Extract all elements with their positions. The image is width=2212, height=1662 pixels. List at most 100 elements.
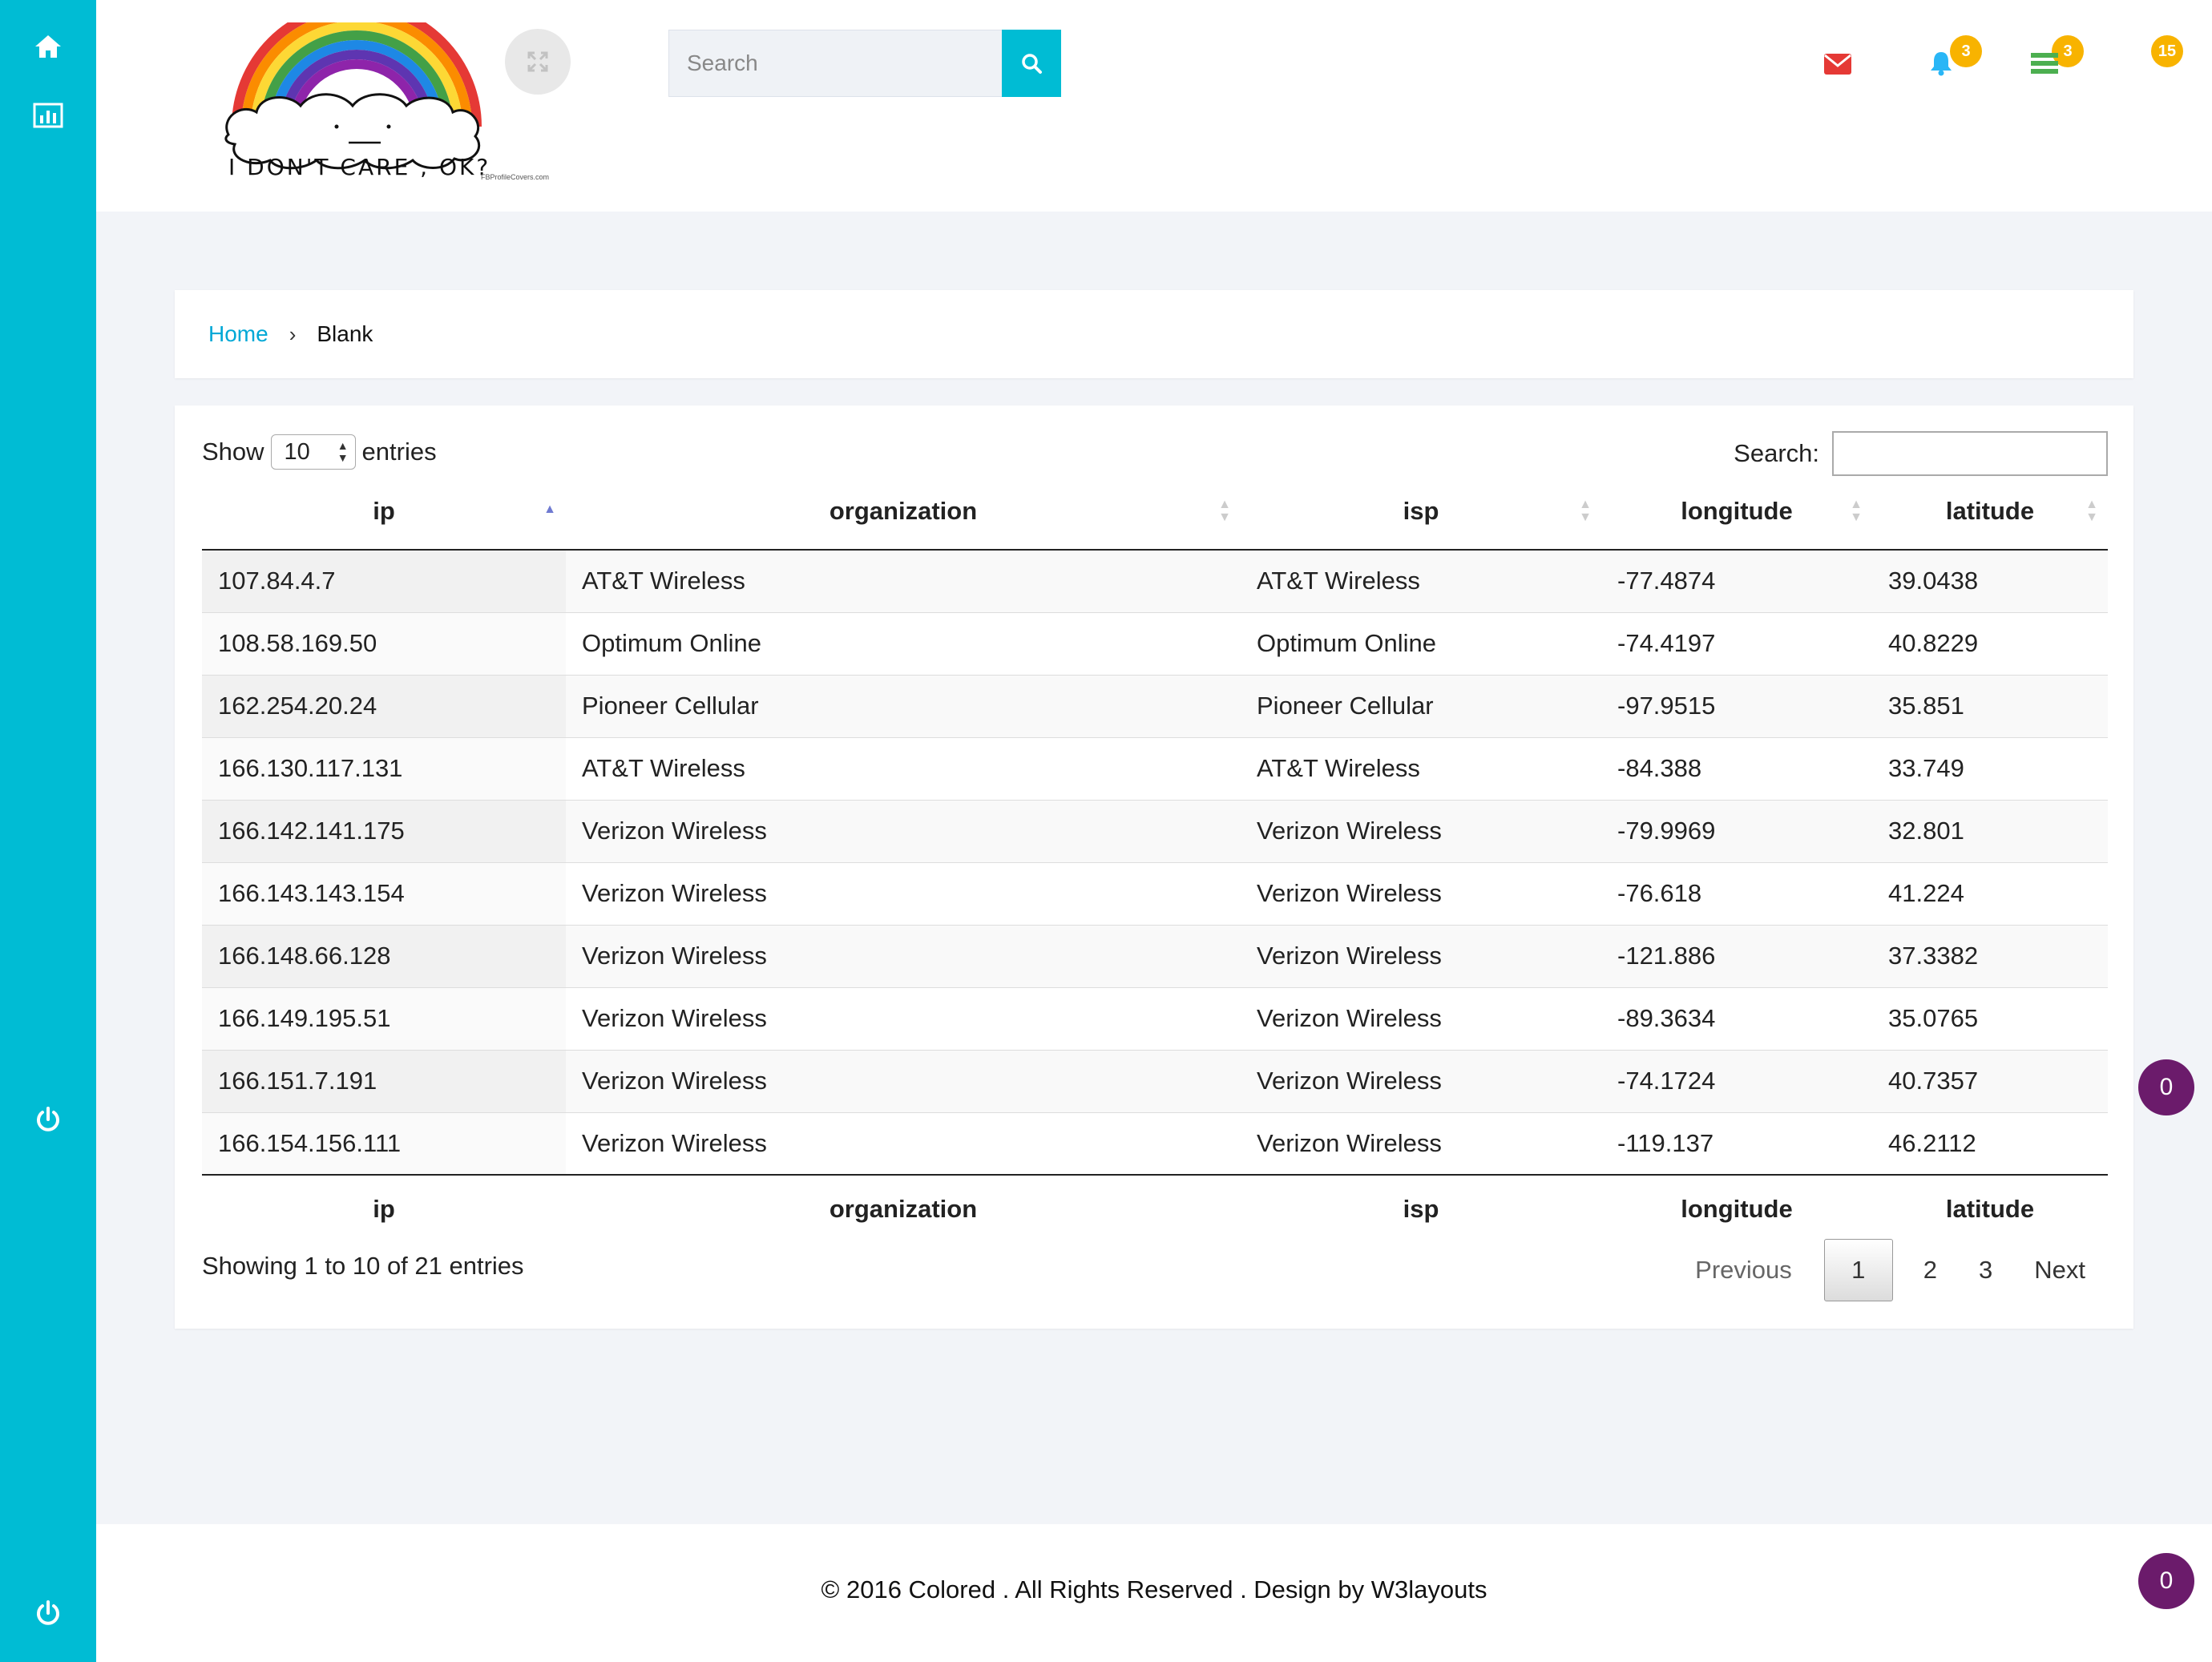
cell-latitude: 40.7357 bbox=[1872, 1049, 2108, 1112]
page-2-button[interactable]: 2 bbox=[1923, 1256, 1937, 1284]
cell-ip: 166.148.66.128 bbox=[202, 924, 566, 987]
table-row[interactable]: 166.130.117.131 AT&T Wireless AT&T Wireles… bbox=[202, 736, 2108, 800]
search-icon bbox=[1022, 54, 1042, 74]
cell-isp: Verizon Wireless bbox=[1241, 1049, 1601, 1112]
select-arrows-icon: ▲ ▼ bbox=[337, 439, 349, 464]
power-icon[interactable] bbox=[24, 1096, 72, 1144]
table-row[interactable]: 166.148.66.128 Verizon Wireless Verizon Wi… bbox=[202, 924, 2108, 987]
chart-icon[interactable] bbox=[24, 91, 72, 139]
column-header-isp[interactable]: isp ▲ ▼ bbox=[1241, 473, 1601, 551]
table-search-input[interactable] bbox=[1832, 431, 2108, 476]
cell-longitude: -74.1724 bbox=[1601, 1049, 1872, 1112]
cell-organization: Verizon Wireless bbox=[566, 986, 1241, 1050]
tasks-icon[interactable] bbox=[2030, 48, 2070, 80]
cell-isp: Verizon Wireless bbox=[1241, 861, 1601, 925]
cell-isp: Pioneer Cellular bbox=[1241, 674, 1601, 737]
page-length-select[interactable]: 10 ▲ ▼ bbox=[270, 434, 356, 470]
cell-ip: 166.151.7.191 bbox=[202, 1049, 566, 1112]
cell-organization: AT&T Wireless bbox=[566, 550, 1241, 612]
logo-small-text: FBProfileCovers.com bbox=[481, 173, 550, 181]
logo-caption: I DON'T CARE , OK? bbox=[228, 154, 491, 180]
cell-latitude: 41.224 bbox=[1872, 861, 2108, 925]
table-row[interactable]: 166.149.195.51 Verizon Wireless Verizon Wi… bbox=[202, 986, 2108, 1050]
datatable-panel: Show 10 ▲ ▼ entries Search: ip ▲ organizat… bbox=[175, 405, 2133, 1329]
cell-latitude: 37.3382 bbox=[1872, 924, 2108, 987]
next-page-button[interactable]: Next bbox=[2034, 1256, 2085, 1284]
column-header-ip[interactable]: ip ▲ bbox=[202, 473, 566, 551]
cell-longitude: -77.4874 bbox=[1601, 550, 1872, 612]
cell-organization: Optimum Online bbox=[566, 611, 1241, 675]
cell-longitude: -74.4197 bbox=[1601, 611, 1872, 675]
table-info: Showing 1 to 10 of 21 entries bbox=[202, 1252, 524, 1280]
cell-ip: 166.143.143.154 bbox=[202, 861, 566, 925]
cell-isp: Verizon Wireless bbox=[1241, 799, 1601, 862]
entries-label: entries bbox=[361, 438, 437, 466]
floating-counter-bubble-bottom[interactable]: 0 bbox=[2138, 1553, 2194, 1609]
cell-isp: Verizon Wireless bbox=[1241, 1111, 1601, 1176]
cell-latitude: 35.0765 bbox=[1872, 986, 2108, 1050]
notification-count-badge: 3 bbox=[2052, 35, 2084, 67]
column-footer-latitude: latitude bbox=[1872, 1174, 2108, 1242]
sort-both-icon: ▲ ▼ bbox=[1579, 498, 1592, 524]
floating-counter-bubble[interactable]: 0 bbox=[2138, 1059, 2194, 1115]
breadcrumb-home-link[interactable]: Home bbox=[208, 321, 268, 346]
rainbow-logo[interactable] bbox=[220, 22, 573, 191]
cell-ip: 107.84.4.7 bbox=[202, 550, 566, 612]
cell-latitude: 46.2112 bbox=[1872, 1111, 2108, 1176]
column-header-organization[interactable]: organization ▲ ▼ bbox=[566, 473, 1241, 551]
column-footer-organization: organization bbox=[566, 1174, 1241, 1242]
column-footer-longitude: longitude bbox=[1601, 1174, 1872, 1242]
cell-ip: 166.149.195.51 bbox=[202, 986, 566, 1050]
table-row[interactable]: 166.151.7.191 Verizon Wireless Verizon Wir… bbox=[202, 1049, 2108, 1112]
bell-icon[interactable] bbox=[1927, 48, 1968, 80]
cell-organization: Verizon Wireless bbox=[566, 799, 1241, 862]
cell-longitude: -89.3634 bbox=[1601, 986, 1872, 1050]
table-row[interactable]: 107.84.4.7 AT&T Wireless AT&T Wireless -77.… bbox=[202, 550, 2108, 612]
column-header-latitude[interactable]: latitude ▲ ▼ bbox=[1872, 473, 2108, 551]
page-3-button[interactable]: 3 bbox=[1979, 1256, 1993, 1284]
search-input[interactable] bbox=[668, 30, 1003, 97]
chevron-right-icon: › bbox=[289, 321, 297, 346]
cell-isp: AT&T Wireless bbox=[1241, 550, 1601, 612]
cell-ip: 162.254.20.24 bbox=[202, 674, 566, 737]
power-icon-bottom[interactable] bbox=[24, 1590, 72, 1638]
cell-ip: 166.130.117.131 bbox=[202, 736, 566, 800]
column-footer-isp: isp bbox=[1241, 1174, 1601, 1242]
mail-icon[interactable] bbox=[1823, 48, 1863, 80]
cell-isp: Verizon Wireless bbox=[1241, 924, 1601, 987]
cell-longitude: -97.9515 bbox=[1601, 674, 1872, 737]
cell-isp: Optimum Online bbox=[1241, 611, 1601, 675]
cell-latitude: 35.851 bbox=[1872, 674, 2108, 737]
table-row[interactable]: 162.254.20.24 Pioneer Cellular Pioneer Cel… bbox=[202, 674, 2108, 737]
sort-both-icon: ▲ ▼ bbox=[1218, 498, 1231, 524]
previous-page-button[interactable]: Previous bbox=[1695, 1256, 1792, 1284]
cell-organization: AT&T Wireless bbox=[566, 736, 1241, 800]
cell-ip: 166.154.156.111 bbox=[202, 1111, 566, 1176]
column-header-longitude[interactable]: longitude ▲ ▼ bbox=[1601, 473, 1872, 551]
cell-isp: Verizon Wireless bbox=[1241, 986, 1601, 1050]
home-icon[interactable] bbox=[24, 22, 72, 71]
show-label: Show bbox=[202, 438, 264, 466]
cell-latitude: 32.801 bbox=[1872, 799, 2108, 862]
search-button[interactable] bbox=[1002, 30, 1061, 97]
mail-count-badge: 3 bbox=[1950, 35, 1982, 67]
top-header: I DON'T CARE , OK? FBProfileCovers.com 3… bbox=[96, 0, 2212, 212]
fullscreen-button[interactable] bbox=[505, 29, 571, 95]
copyright-text: © 2016 Colored . All Rights Reserved . D… bbox=[821, 1575, 1487, 1604]
page-1-button[interactable]: 1 bbox=[1823, 1239, 1893, 1301]
footer: © 2016 Colored . All Rights Reserved . D… bbox=[96, 1524, 2212, 1662]
cell-ip: 166.142.141.175 bbox=[202, 799, 566, 862]
table-row[interactable]: 166.154.156.111 Verizon Wireless Verizon W… bbox=[202, 1111, 2108, 1176]
cell-longitude: -84.388 bbox=[1601, 736, 1872, 800]
column-footer-ip: ip bbox=[202, 1174, 566, 1242]
page-length-value: 10 bbox=[284, 438, 310, 465]
table-row[interactable]: 108.58.169.50 Optimum Online Optimum Onlin… bbox=[202, 611, 2108, 675]
cell-organization: Verizon Wireless bbox=[566, 924, 1241, 987]
cell-organization: Verizon Wireless bbox=[566, 1111, 1241, 1176]
table-row[interactable]: 166.142.141.175 Verizon Wireless Verizon W… bbox=[202, 799, 2108, 862]
table-body: 107.84.4.7 AT&T Wireless AT&T Wireless -77.… bbox=[202, 550, 2108, 1176]
table-search-label: Search: bbox=[1734, 439, 1819, 467]
table-row[interactable]: 166.143.143.154 Verizon Wireless Verizon W… bbox=[202, 861, 2108, 925]
length-control: Show 10 ▲ ▼ entries bbox=[202, 434, 437, 470]
cell-organization: Verizon Wireless bbox=[566, 861, 1241, 925]
